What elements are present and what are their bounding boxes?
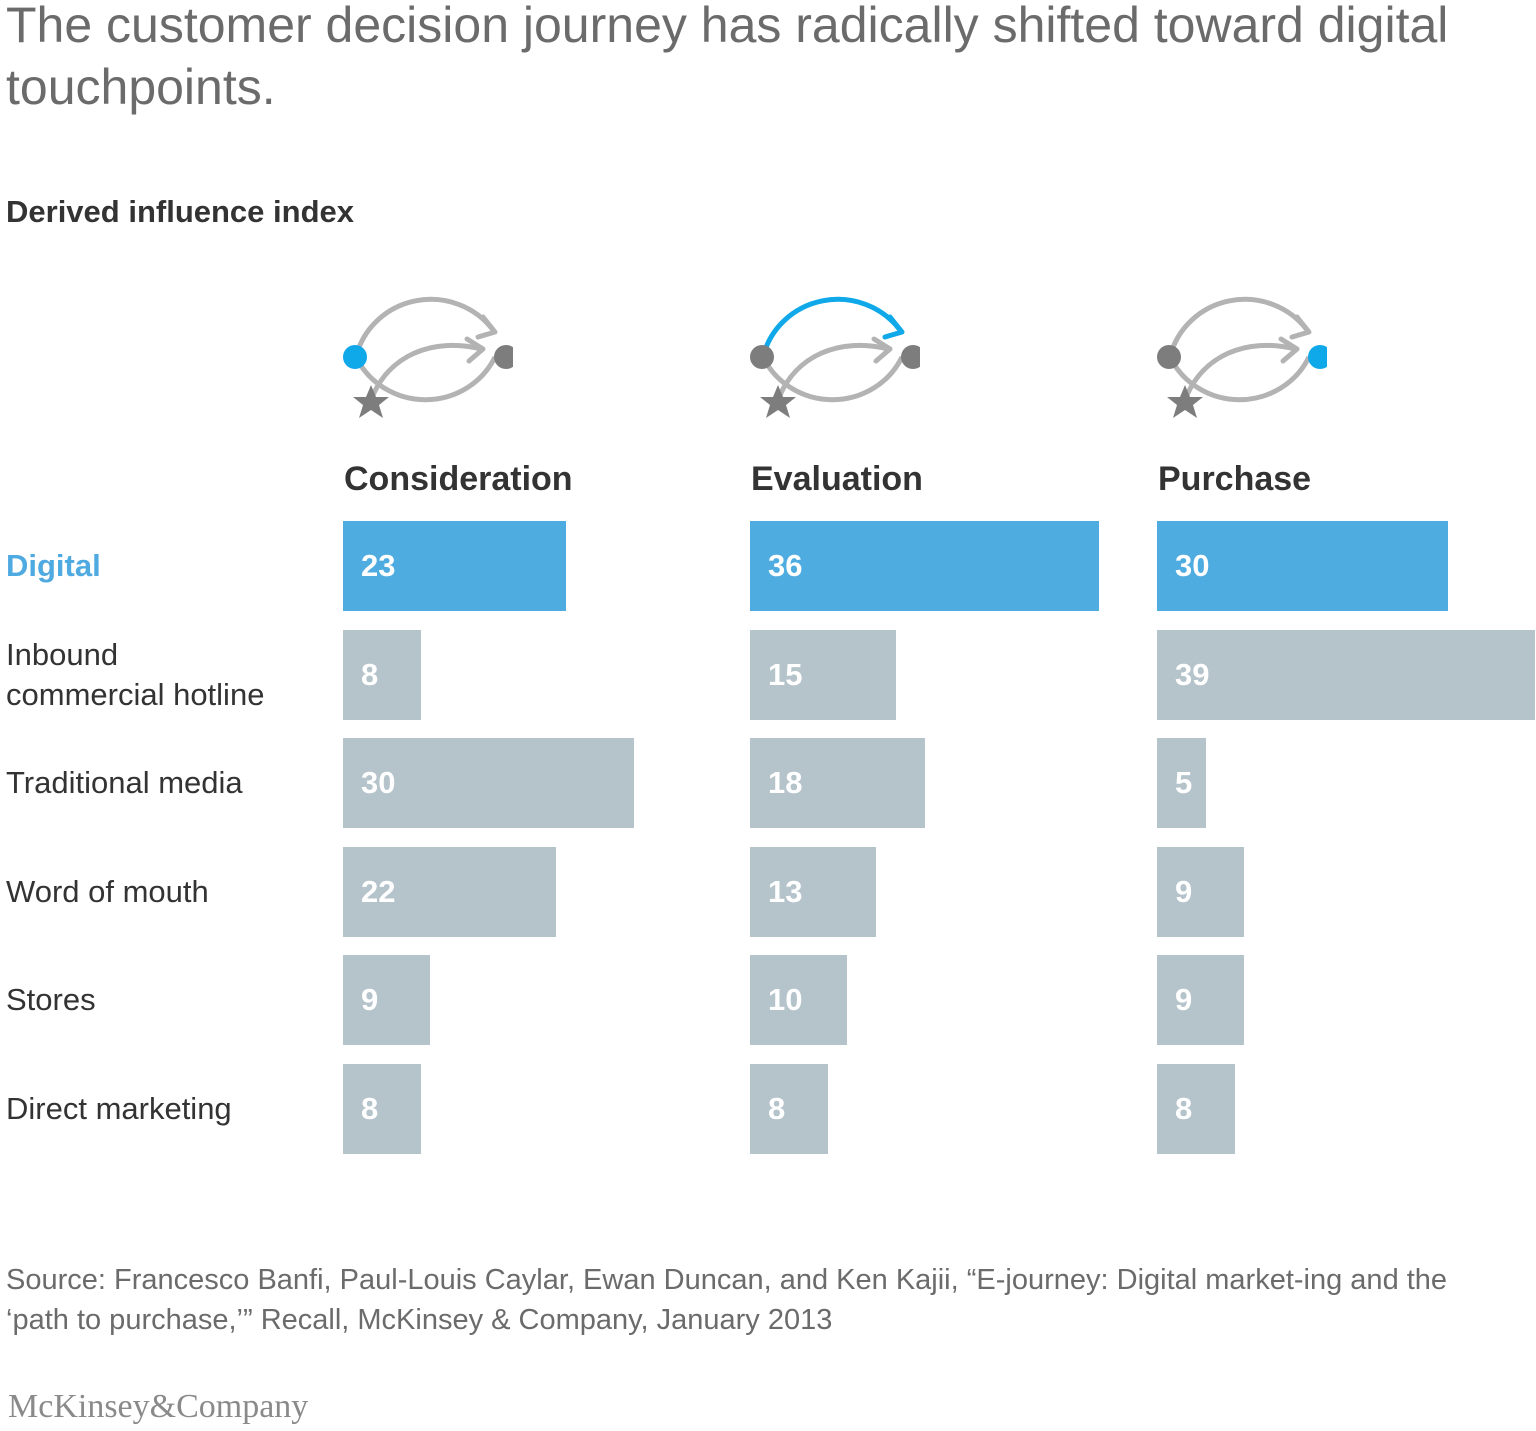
bar: 8 [1157,1064,1235,1154]
chart-title: The customer decision journey has radica… [6,0,1449,115]
bar: 8 [343,630,421,720]
bar: 23 [343,521,566,611]
bar-value-label: 13 [768,874,803,909]
bar: 30 [343,738,634,828]
bar: 5 [1157,738,1206,828]
bar-value-label: 23 [361,548,396,583]
chart-subtitle: Derived influence index [6,194,354,229]
row-label: Traditional media [6,765,243,800]
row-label: Word of mouth [6,874,209,909]
bar: 13 [750,847,876,937]
bar: 36 [750,521,1099,611]
bar-value-label: 8 [1175,1091,1193,1126]
bar: 22 [343,847,556,937]
bar: 39 [1157,630,1535,720]
bar: 15 [750,630,896,720]
row-label: Direct marketing [6,1091,232,1126]
bar-value-label: 22 [361,874,396,909]
bar-value-label: 8 [361,1091,379,1126]
bar-value-label: 18 [768,765,803,800]
source-note: Source: Francesco Banfi, Paul-Louis Cayl… [6,1264,1448,1336]
bar: 9 [343,955,430,1045]
bar-value-label: 9 [1175,982,1193,1017]
journey-purchase-icon [1157,296,1327,418]
row-label: Digital [6,548,101,583]
bar: 8 [343,1064,421,1154]
bar-value-label: 36 [768,548,803,583]
bar: 30 [1157,521,1448,611]
bar: 8 [750,1064,828,1154]
bar: 18 [750,738,925,828]
bar: 9 [1157,847,1244,937]
bar-value-label: 30 [1175,548,1210,583]
journey-consideration-icon [343,296,513,418]
bar-value-label: 39 [1175,657,1210,692]
stage-label: Purchase [1158,460,1312,498]
bar-value-label: 30 [361,765,396,800]
bar-value-label: 9 [1175,874,1193,909]
bar-value-label: 8 [768,1091,786,1126]
stage-label: Consideration [344,460,573,498]
bar-value-label: 5 [1175,765,1193,800]
bar: 9 [1157,955,1244,1045]
bar-value-label: 10 [768,982,803,1017]
journey-evaluation-icon [750,296,920,418]
bar: 10 [750,955,847,1045]
row-label: Stores [6,982,96,1017]
row-label: Inbound commercial hotline [6,637,265,712]
bar-value-label: 8 [361,657,379,692]
company-logo: McKinsey&Company [8,1388,309,1425]
bar-value-label: 9 [361,982,379,1017]
stage-label: Evaluation [751,460,923,498]
bar-value-label: 15 [768,657,803,692]
